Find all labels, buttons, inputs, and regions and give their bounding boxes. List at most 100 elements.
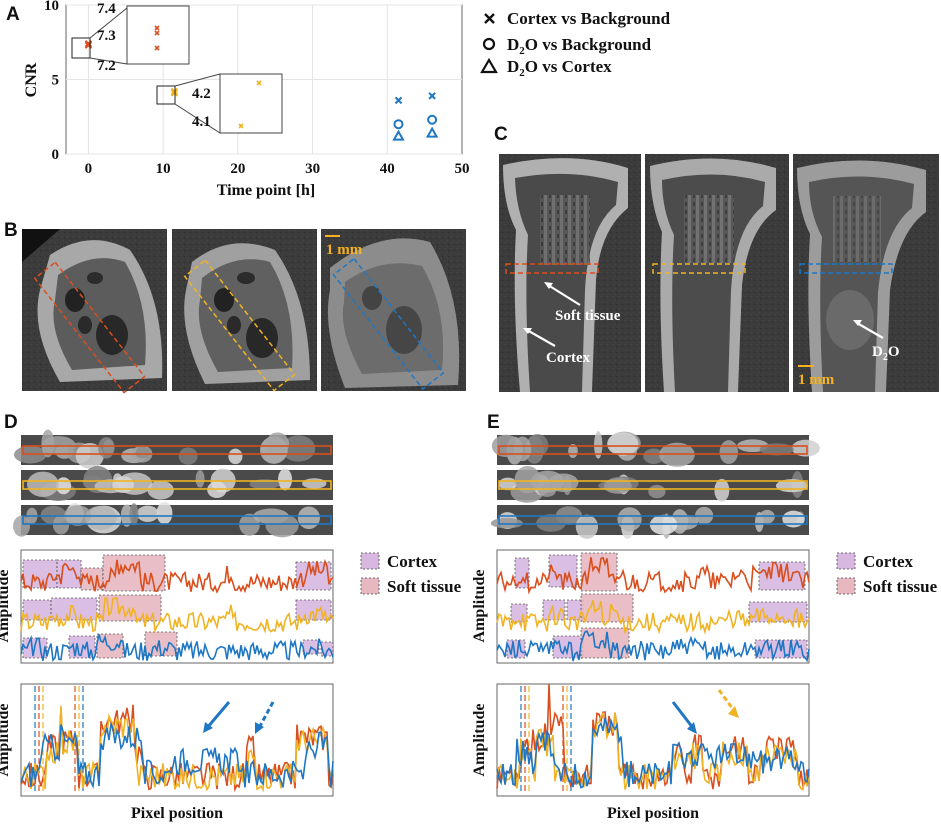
panel-letter-b: B xyxy=(4,220,18,241)
legend-soft-label: Soft tissue xyxy=(863,577,938,596)
c-image-3: D2O 1 mm xyxy=(793,154,939,392)
legend-cortex-swatch xyxy=(836,552,856,570)
chart-a-ticks: 0 10 20 30 40 50 0 5 10 xyxy=(44,0,470,177)
panel-a: A 0 10 20 30 40 50 0 5 10 Time point [h] CNR 7.4… xyxy=(6,0,671,199)
strip-texture xyxy=(13,515,31,537)
profile-yellow xyxy=(20,597,334,634)
arrow-dashed-head xyxy=(255,722,264,734)
strip-texture xyxy=(714,478,730,502)
c-scale-label: 1 mm xyxy=(798,372,835,388)
y-tick-label: 0 xyxy=(52,147,60,163)
strip-texture xyxy=(643,448,664,464)
x-tick-label: 0 xyxy=(85,161,93,177)
point-triangle-marker xyxy=(392,129,405,141)
c-image-2 xyxy=(645,154,789,392)
panel-letter-a: A xyxy=(6,4,20,25)
c-label-cortex: Cortex xyxy=(546,350,591,366)
b-roi-orange xyxy=(33,261,146,394)
x-tick-label: 10 xyxy=(156,161,171,177)
legend-cortex-label: Cortex xyxy=(863,552,914,571)
strip-texture xyxy=(617,507,642,532)
arrow-solid-head xyxy=(687,722,697,734)
strip-texture xyxy=(719,440,739,465)
profile-blue xyxy=(496,630,810,663)
b-image-1 xyxy=(22,229,167,394)
point-x-marker xyxy=(394,96,403,105)
cortex-region xyxy=(748,601,808,623)
legend-d2o-cortex: D2O vs Cortex xyxy=(507,57,612,79)
strip-roi-box xyxy=(498,445,808,455)
panel-d: D Cortex Soft tissue Amplitude Amplitude Pix… xyxy=(0,412,462,822)
strip-texture xyxy=(156,501,173,525)
arrow-dashed xyxy=(717,689,737,713)
strip-texture xyxy=(648,484,666,499)
point-circle-marker xyxy=(427,114,438,125)
panel-letter-d: D xyxy=(4,412,18,433)
panel-b: B 1 m xyxy=(4,220,466,394)
y-tick-label: 10 xyxy=(44,0,59,14)
chart-a-xlabel: Time point [h] xyxy=(217,182,315,199)
inset1-tick-1: 7.4 xyxy=(97,1,116,17)
panel-e: E Cortex Soft tissue Amplitude Amplitude Pix… xyxy=(471,412,938,822)
strip-roi-box xyxy=(498,515,808,525)
strip-roi-box xyxy=(22,445,332,455)
strip-texture xyxy=(136,505,159,522)
legend-triangle-marker xyxy=(480,57,498,74)
legend-circle-marker xyxy=(482,37,496,51)
strip-texture xyxy=(135,446,150,459)
strip-texture xyxy=(75,442,104,469)
strip-roi-box xyxy=(498,480,808,490)
overlay-blue xyxy=(496,717,810,789)
cortex-region xyxy=(510,603,528,623)
inset1-connector-bottom xyxy=(89,57,128,65)
inset2-connector-top xyxy=(174,73,221,87)
x-tick-label: 20 xyxy=(230,161,245,177)
point-x-marker xyxy=(170,87,179,96)
strip-texture xyxy=(603,478,632,494)
c-arrow-d2o xyxy=(856,322,884,339)
panel-letter-e: E xyxy=(487,412,500,433)
b-roi-yellow xyxy=(183,259,296,392)
arrow-dashed-head xyxy=(728,706,739,718)
legend-x-marker xyxy=(484,13,495,24)
overlay-blue xyxy=(20,723,334,789)
legend-soft-swatch xyxy=(360,577,380,595)
strip-texture xyxy=(27,471,59,497)
point-x-marker xyxy=(428,92,436,100)
bottom-xlabel: Pixel position xyxy=(607,805,699,822)
inset2-source-box xyxy=(156,85,176,105)
soft-tissue-region xyxy=(98,594,162,622)
legend-d2o-bg: D2O vs Background xyxy=(507,35,652,57)
chart-a-ylabel: CNR xyxy=(23,62,40,97)
y-tick-label: 5 xyxy=(52,73,60,89)
strip-texture xyxy=(147,480,174,500)
x-tick-label: 40 xyxy=(380,161,395,177)
c-roi-orange xyxy=(505,263,599,274)
profile-blue xyxy=(20,634,334,662)
strip-texture xyxy=(791,439,820,457)
arrow-dashed xyxy=(257,701,275,729)
inset2-tick-1: 4.2 xyxy=(192,86,211,102)
strip-texture xyxy=(594,431,603,459)
strip-roi-box xyxy=(22,480,332,490)
bottom-ylabel: Amplitude xyxy=(0,704,12,777)
legend-cortex-label: Cortex xyxy=(387,552,438,571)
inset1-tick-3: 7.2 xyxy=(97,58,116,74)
inset2-points xyxy=(238,80,262,129)
point-triangle-marker xyxy=(425,126,439,138)
strip-texture xyxy=(281,435,316,462)
strip-texture xyxy=(575,514,599,539)
strip-texture xyxy=(228,448,243,465)
strip-texture xyxy=(266,432,290,456)
c-label-d2o: D2O xyxy=(872,344,900,363)
strip-texture xyxy=(536,514,566,532)
c-arrow-soft xyxy=(547,284,581,306)
x-tick-label: 50 xyxy=(455,161,470,177)
c-roi-yellow xyxy=(652,263,746,274)
strip-texture xyxy=(41,429,55,458)
bottom-ylabel: Amplitude xyxy=(471,704,488,777)
inset1-source-box xyxy=(71,37,91,59)
strip-texture xyxy=(129,503,139,526)
inset1-connector-top xyxy=(89,7,128,39)
